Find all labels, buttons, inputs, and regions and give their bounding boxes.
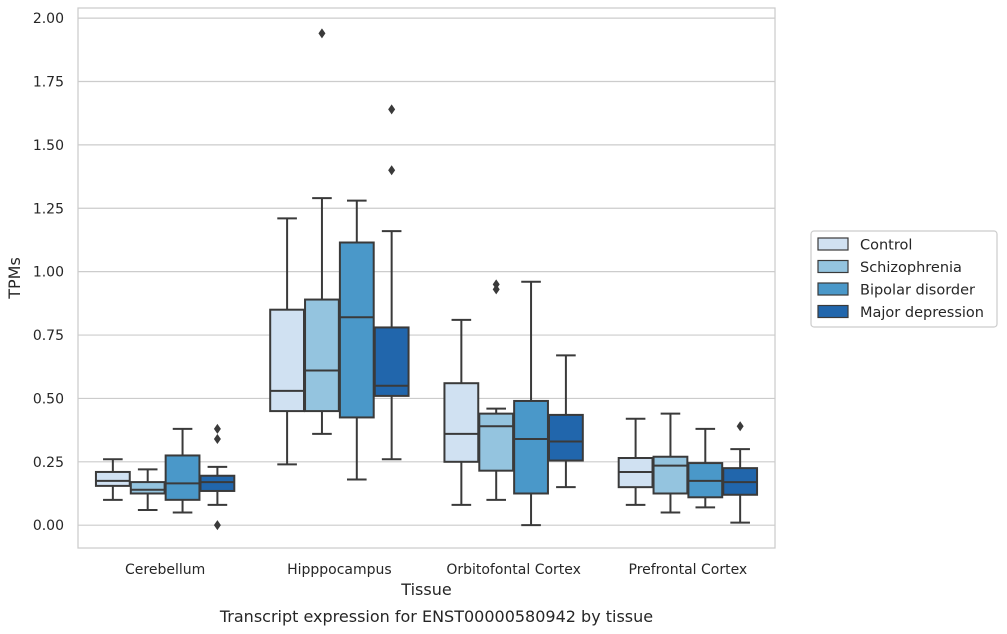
y-tick-label: 0.75 [33,328,64,344]
chart-caption: Transcript expression for ENST0000058094… [219,607,653,626]
box-2-0 [164,427,201,514]
y-tick-label: 1.00 [33,265,64,281]
legend-swatch [817,237,849,251]
legend-frame [810,230,998,328]
iqr-box [373,326,410,397]
iqr-box [652,455,689,495]
box-3-3 [722,421,759,524]
box-0-0 [94,458,131,501]
outlier-point [388,165,396,176]
legend: Control Schizophrenia Bipolar disorder Majo… [810,230,998,328]
x-tick-label: Cerebellum [125,562,205,578]
plot-area-frame [77,7,776,549]
x-tick-labels: Cerebellum Hipppocampus Orbitofontal Corte… [125,562,747,578]
box-2-3 [687,427,724,509]
box-1-0 [129,468,166,511]
legend-swatch [817,304,849,319]
iqr-box [304,298,340,413]
y-axis-label: TPMs [5,257,24,300]
legend-swatch [817,259,849,274]
outlier-point [492,279,500,290]
box-0-3 [617,417,654,506]
box-3-2 [547,354,584,489]
x-tick-label: Hipppocampus [287,562,392,578]
iqr-box [443,382,480,463]
outlier-point [388,104,396,115]
box-0-2 [443,318,480,506]
x-tick-label: Orbitofontal Cortex [446,562,581,578]
iqr-box [513,399,549,495]
iqr-box [164,454,201,501]
box-0-1 [269,217,306,466]
legend-label: Major depression [860,305,984,321]
y-tick-labels: 0.00 0.25 0.50 0.75 1.00 1.25 1.50 1.75 2.00 [33,11,64,534]
iqr-box [269,308,306,413]
iqr-box [129,481,166,495]
box-2-2 [513,280,549,527]
box-groups [94,28,759,531]
iqr-box [94,470,131,487]
outlier-point [318,28,326,39]
legend-label: Schizophrenia [860,260,962,276]
y-tick-label: 0.00 [33,518,64,534]
outlier-point [213,423,221,434]
y-tick-label: 0.25 [33,455,64,471]
box-1-3 [652,412,689,514]
box-1-2 [478,279,515,501]
outlier-point [492,284,500,295]
y-tick-label: 0.50 [33,391,64,407]
x-axis-label: Tissue [400,580,451,599]
box-3-1 [373,104,410,461]
y-tick-label: 1.25 [33,201,64,217]
legend-label: Bipolar disorder [860,283,975,299]
iqr-box [547,413,584,462]
box-2-1 [338,199,375,481]
iqr-box [478,412,515,472]
legend-swatch [817,282,849,296]
box-3-0 [199,423,236,531]
y-tick-label: 1.75 [33,75,64,91]
box-1-1 [304,28,340,435]
iqr-box [338,241,375,419]
outlier-point [736,421,744,432]
y-tick-label: 1.50 [33,138,64,154]
outlier-point [213,520,221,531]
legend-label: Control [860,238,912,254]
outlier-point [213,433,221,444]
y-tick-label: 2.00 [33,11,64,27]
iqr-box [199,474,236,492]
x-tick-label: Prefrontal Cortex [629,562,748,578]
y-gridlines [78,17,775,526]
